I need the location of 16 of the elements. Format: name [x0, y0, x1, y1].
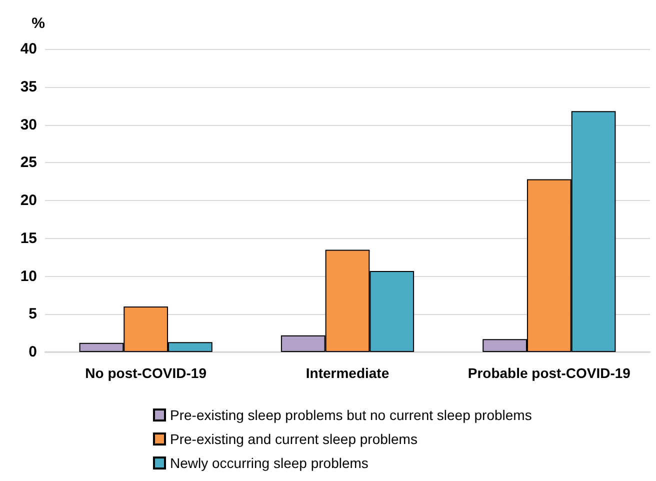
y-tick-label: 15 [20, 230, 37, 247]
y-tick-label: 30 [20, 116, 37, 134]
y-tick-label: 35 [20, 78, 37, 96]
y-tick-label: 10 [20, 268, 37, 285]
y-tick-label: 0 [28, 344, 37, 360]
y-tick-label: 5 [28, 306, 37, 323]
y-tick-label: 40 [20, 40, 37, 58]
x-tick-label: Probable post-COVID-19 [468, 365, 631, 381]
y-axis-title: % [32, 15, 45, 32]
x-tick-label: No post-COVID-19 [85, 365, 207, 381]
legend-label: Pre-existing sleep problems but no current sleep problems [170, 407, 532, 423]
y-tick-label: 25 [20, 154, 37, 172]
legend-label: Pre-existing and current sleep problems [170, 431, 418, 447]
y-tick-label: 20 [20, 192, 37, 209]
legend-label: Newly occurring sleep problems [170, 455, 368, 471]
x-tick-label: Intermediate [306, 365, 390, 381]
